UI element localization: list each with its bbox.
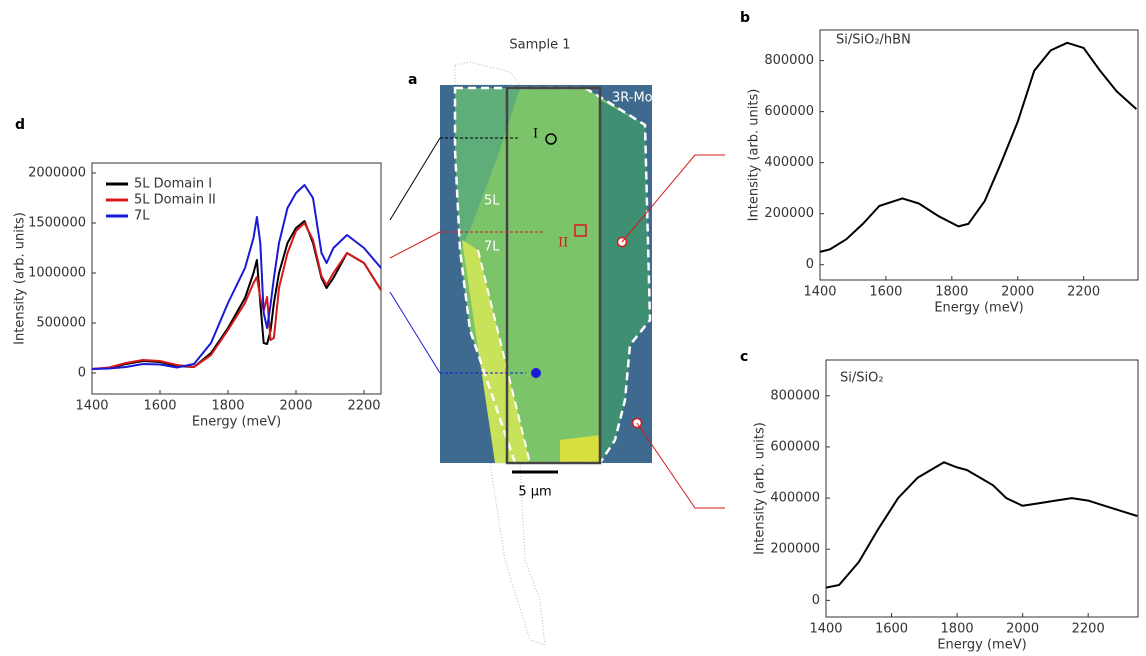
x-tick-label: 1800 [941, 622, 974, 637]
y-tick-label: 400000 [764, 155, 814, 170]
y-tick-label: 0 [78, 366, 86, 381]
x-tick-label: 2200 [347, 399, 380, 414]
y-tick-label: 200000 [770, 542, 820, 557]
y-tick-label: 600000 [764, 104, 814, 119]
y-tick-label: 800000 [764, 53, 814, 68]
domain-label: I [533, 127, 538, 142]
y-tick-label: 500000 [36, 316, 86, 331]
y-tick-label: 1000000 [28, 266, 86, 281]
legend-label: 5L Domain II [134, 193, 216, 208]
x-tick-label: 2200 [1072, 622, 1105, 637]
y-tick-label: 0 [806, 257, 814, 272]
panel-label: b [740, 10, 750, 26]
y-axis-label: Intensity (arb. units) [747, 89, 762, 222]
plot-frame [825, 359, 1139, 618]
y-axis-label: Intensity (arb. units) [753, 422, 768, 555]
x-axis-label: Energy (meV) [934, 301, 1023, 316]
x-axis-label: Energy (meV) [192, 415, 281, 430]
legend-label: 7L [134, 209, 150, 224]
line [91, 184, 382, 370]
panel-label: c [740, 349, 748, 365]
line [825, 461, 1138, 589]
x-tick-label: 2200 [1067, 285, 1100, 300]
x-tick-label: 2000 [279, 399, 312, 414]
y-axis-label: Intensity (arb. units) [13, 212, 28, 345]
flake-label: 3R-MoS₂ [612, 91, 666, 106]
line [819, 41, 1138, 253]
y-tick-label: 1500000 [28, 216, 86, 231]
microscope-image [440, 61, 652, 646]
x-tick-label: 1400 [809, 622, 842, 637]
x-tick-label: 1600 [143, 399, 176, 414]
x-tick-label: 1400 [803, 285, 836, 300]
y-tick-label: 400000 [770, 491, 820, 506]
y-tick-label: 200000 [764, 206, 814, 221]
x-tick-label: 1800 [935, 285, 968, 300]
y-tick-label: 600000 [770, 439, 820, 454]
annotation: Si/SiO₂ [840, 371, 884, 386]
layer-label: 7L [484, 240, 500, 255]
y-tick-label: 800000 [770, 388, 820, 403]
x-tick-label: 1600 [869, 285, 902, 300]
plot-frame [819, 29, 1139, 281]
annotation: Si/SiO₂/hBN [836, 33, 911, 48]
legend-label: 5L Domain I [134, 177, 212, 192]
panel-label: a [408, 72, 417, 88]
connectors [389, 137, 725, 509]
domain-label: II [558, 236, 568, 251]
x-tick-label: 1800 [211, 399, 244, 414]
x-tick-label: 1600 [875, 622, 908, 637]
x-axis-label: Energy (meV) [937, 638, 1026, 653]
figure-title: Sample 1 [509, 38, 570, 53]
plot-frame [91, 162, 382, 395]
x-tick-label: 2000 [1001, 285, 1034, 300]
x-tick-label: 1400 [75, 399, 108, 414]
layer-label: 5L [484, 194, 500, 209]
y-tick-label: 0 [812, 593, 820, 608]
scale-bar-label: 5 µm [518, 485, 551, 500]
panel-label: d [15, 117, 25, 133]
y-tick-label: 2000000 [28, 166, 86, 181]
x-tick-label: 2000 [1006, 622, 1039, 637]
line [91, 222, 382, 370]
